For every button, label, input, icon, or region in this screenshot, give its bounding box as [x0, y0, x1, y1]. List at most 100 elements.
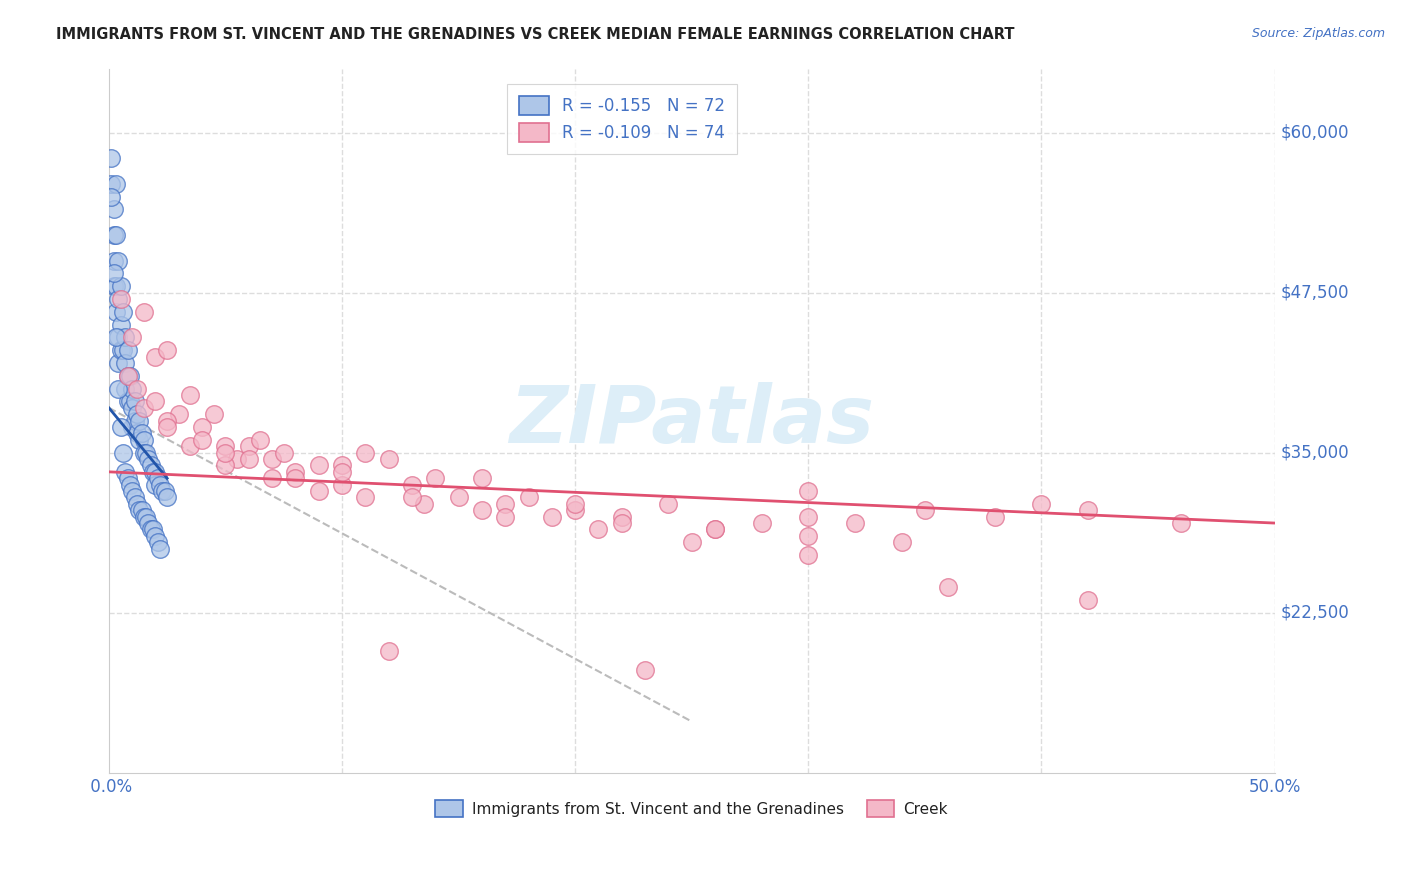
Point [132, 401, 155, 415]
Point [214, 458, 236, 473]
Point [121, 420, 143, 434]
Point [100, 177, 122, 191]
Point [226, 452, 249, 467]
Point [139, 523, 162, 537]
Point [564, 497, 586, 511]
Point [110, 420, 132, 434]
Point [797, 509, 820, 524]
Point [138, 452, 160, 467]
Point [238, 439, 260, 453]
Point [146, 471, 169, 485]
Text: $35,000: $35,000 [1281, 443, 1350, 462]
Point [238, 452, 260, 467]
Point [104, 305, 127, 319]
Point [214, 445, 236, 459]
Text: $22,500: $22,500 [1281, 604, 1350, 622]
Point [149, 541, 172, 556]
Legend: Immigrants from St. Vincent and the Grenadines, Creek: Immigrants from St. Vincent and the Gren… [427, 792, 956, 825]
Point [890, 535, 912, 549]
Text: Source: ZipAtlas.com: Source: ZipAtlas.com [1251, 27, 1385, 40]
Point [471, 503, 494, 517]
Point [110, 292, 132, 306]
Point [128, 503, 150, 517]
Point [117, 471, 139, 485]
Point [751, 516, 773, 530]
Point [657, 497, 679, 511]
Point [132, 445, 155, 459]
Point [145, 350, 167, 364]
Point [179, 439, 201, 453]
Point [145, 465, 167, 479]
Point [138, 516, 160, 530]
Point [145, 477, 167, 491]
Point [704, 523, 727, 537]
Point [103, 253, 125, 268]
Point [914, 503, 936, 517]
Point [1031, 497, 1053, 511]
Point [610, 509, 633, 524]
Point [214, 439, 236, 453]
Point [146, 535, 169, 549]
Point [104, 279, 127, 293]
Point [797, 529, 820, 543]
Point [149, 477, 172, 491]
Point [447, 491, 470, 505]
Point [111, 305, 134, 319]
Point [124, 414, 146, 428]
Point [156, 420, 179, 434]
Point [125, 426, 148, 441]
Point [135, 445, 157, 459]
Point [117, 368, 139, 383]
Point [471, 471, 494, 485]
Point [284, 471, 307, 485]
Point [107, 382, 129, 396]
Point [377, 644, 399, 658]
Point [308, 458, 330, 473]
Point [540, 509, 562, 524]
Point [262, 471, 284, 485]
Point [139, 458, 162, 473]
Point [179, 388, 201, 402]
Text: ZIPatlas: ZIPatlas [509, 382, 875, 459]
Point [121, 330, 143, 344]
Point [104, 177, 127, 191]
Point [107, 253, 129, 268]
Point [124, 394, 146, 409]
Point [111, 445, 134, 459]
Point [167, 407, 190, 421]
Point [110, 343, 132, 358]
Point [110, 279, 132, 293]
Point [128, 433, 150, 447]
Point [308, 484, 330, 499]
Point [1077, 503, 1099, 517]
Point [330, 477, 353, 491]
Point [121, 382, 143, 396]
Point [121, 484, 143, 499]
Point [145, 394, 167, 409]
Point [156, 414, 179, 428]
Point [142, 465, 165, 479]
Point [107, 356, 129, 370]
Point [125, 407, 148, 421]
Point [131, 503, 153, 517]
Point [132, 305, 155, 319]
Point [114, 382, 136, 396]
Point [156, 491, 179, 505]
Point [704, 523, 727, 537]
Point [1170, 516, 1192, 530]
Point [273, 445, 295, 459]
Point [564, 503, 586, 517]
Point [797, 484, 820, 499]
Point [103, 279, 125, 293]
Point [377, 452, 399, 467]
Point [1077, 593, 1099, 607]
Point [634, 663, 657, 677]
Point [401, 477, 423, 491]
Point [984, 509, 1007, 524]
Point [117, 394, 139, 409]
Point [118, 477, 141, 491]
Point [191, 420, 214, 434]
Point [142, 523, 165, 537]
Point [104, 330, 127, 344]
Point [118, 368, 141, 383]
